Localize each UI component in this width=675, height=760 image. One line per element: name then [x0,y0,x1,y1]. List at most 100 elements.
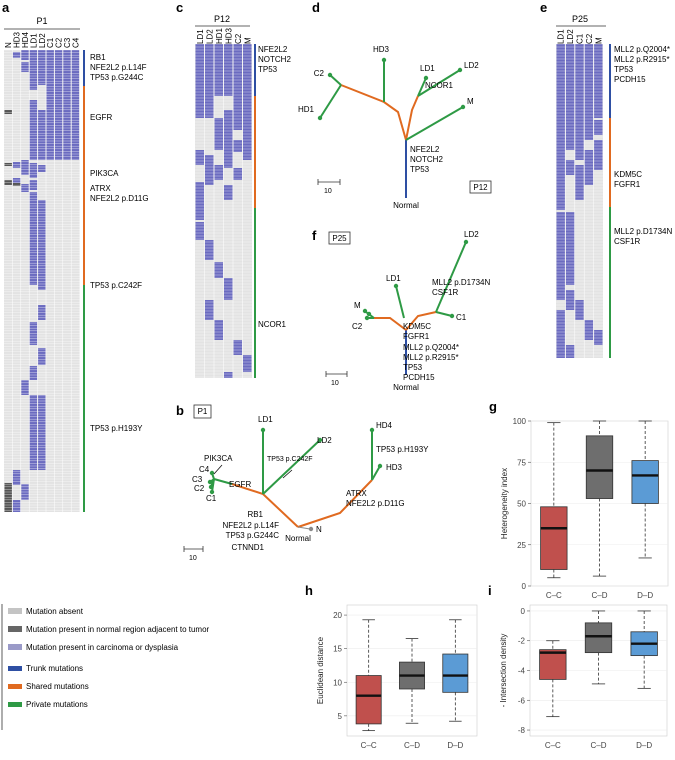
panel-f-node-c2 [364,315,370,321]
c-column-label-m: M [243,37,252,44]
g-box-cd [585,435,614,499]
e-heatmap-cell [594,44,603,118]
a-heatmap-cell [46,50,54,160]
h-y-tick-label: 20 [333,611,342,620]
panel-b-shared-branch-right [297,479,373,528]
panel-f-label-fgfr1: FGFR1 [403,332,430,341]
legend-label-shared: Shared mutations [26,682,89,691]
panel-b-node-c3 [207,479,213,485]
a-heatmap-cell [12,470,21,485]
panel-d-patient-box [469,180,492,194]
panel-f-node-ld1 [393,283,399,289]
a-column-label-c2: C2 [55,37,64,48]
panel-e-note-kdm5c: KDM5C [614,170,642,179]
e-heatmap-cell [584,150,594,185]
legend-label-private: Private mutations [26,700,88,709]
a-column-label-ld1: LD1 [29,33,38,48]
panel-d-label-m: M [467,97,474,106]
panel-b-label-normal: Normal [285,534,311,543]
a-heatmap-cell [29,100,38,160]
a-column-label-hd4: HD4 [21,31,30,48]
h-x-tick-label-cc: C–C [361,741,377,750]
panel-d-node-hd3 [381,57,387,63]
a-heatmap-cell [4,110,12,114]
c-heatmap-cell [233,168,242,180]
panel-f-shared-branch-right [405,311,437,331]
panel-f-label-mll2-r2915: MLL2 p.R2915* [403,353,459,362]
panel-b-patient-label: P1 [198,407,208,416]
e-heatmap-cell [584,44,594,118]
panel-e-note-mll2-r2915: MLL2 p.R2915* [614,55,670,64]
panel-e-column-labels: LD1 LD2 C1 C2 M [557,29,604,44]
a-heatmap-cell [63,50,71,160]
panel-f-patient-box [328,231,351,245]
c-column-label-hd3: HD3 [224,27,233,44]
panel-b-node-c4 [209,470,215,476]
e-heatmap-cell [594,330,603,345]
panel-a-note-pik3ca: PIK3CA [90,169,119,178]
legend-swatch-absent [8,608,22,614]
panel-b-node-c1 [209,489,215,495]
panel-c-heatmap [195,43,252,378]
c-heatmap-cell [205,240,214,260]
c-column-label-ld2: LD2 [205,29,214,44]
panel-d-node-hd1 [317,115,323,121]
a-heatmap-cell [29,180,38,190]
c-column-label-c2: C2 [234,33,243,44]
panel-c-patient-label: P12 [214,14,230,24]
h-x-tick-label-dd: D–D [447,741,463,750]
panel-b-label-tp53-h193y: TP53 p.H193Y [376,445,429,454]
boxplot-g-heterogeneity: 0 25 50 75 100 C–C C–D D–D Heterogeneity index g [489,399,669,600]
a-heatmap-cell [38,165,46,172]
boxplot-h-euclidean: 5 10 15 20 C–C C–D D–D Euclidean distance h [305,583,478,750]
i-y-tick-label: -6 [518,696,526,705]
c-column-label-ld1: LD1 [196,29,205,44]
a-heatmap-cell [54,50,63,160]
panel-letter-i: i [488,583,492,598]
panel-e: e P25 LD1 LD2 C1 C2 M MLL2 p.Q2004* MLL2 p.R… [540,0,672,358]
panel-b-label-egfr: EGFR [229,480,251,489]
panel-e-note-mll2-q2004: MLL2 p.Q2004* [614,45,670,54]
c-column-label-hd1: HD1 [215,27,224,44]
panel-b-branch-ld2 [262,439,321,495]
legend-swatch-carcinoma [8,644,22,650]
panel-letter-e: e [540,0,547,15]
e-heatmap-cell [575,44,584,118]
a-column-label-hd3: HD3 [13,31,22,48]
a-column-label-c4: C4 [71,37,80,48]
panel-f: f P25 LD2 LD1 M C2 C1 MLL2 p.D1734N CSF1… [312,228,490,392]
panel-a-note-nfe2l2-d11g: NFE2L2 p.D11G [90,194,149,203]
c-heatmap-cell [195,222,204,240]
panel-e-note-tp53: TP53 [614,65,634,74]
panel-b-label-c2: C2 [194,484,205,493]
h-y-axis-label: Euclidean distance [316,636,325,704]
c-heatmap-cell [195,182,204,210]
panel-a-note-tp53-g244c: TP53 p.G244C [90,73,144,82]
e-column-label-c2: C2 [585,33,594,44]
panel-b-label-c1: C1 [206,494,217,503]
c-heatmap-cell [224,44,233,96]
panel-f-label-normal: Normal [393,383,419,392]
panel-b-label-rb1: RB1 [247,510,263,519]
panel-f-branch-c1 [435,311,453,317]
a-heatmap-cell [71,50,80,160]
i-y-axis-label: - Intersection density [499,634,508,708]
c-heatmap-cell [214,165,223,180]
a-heatmap-cell [21,50,29,60]
panel-b-label-nfe2l2-d11g: NFE2L2 p.D11G [346,499,405,508]
i-x-tick-label-dd: D–D [636,741,652,750]
c-heatmap-cell [214,320,223,340]
panel-f-branch-ld2 [435,241,467,313]
panel-letter-g: g [489,399,497,414]
a-heatmap-cell [29,192,38,285]
panel-d-node-ld2 [457,67,463,73]
i-y-tick-label: 0 [521,607,526,616]
c-heatmap-cell [224,372,233,378]
e-heatmap-cell [565,44,575,118]
panel-d-node-ld1 [423,75,429,81]
h-y-tick-label: 5 [338,712,343,721]
a-column-label-ld2: LD2 [38,33,47,48]
panel-e-note-csf1r: CSF1R [614,237,640,246]
panel-f-label-mll2-d1734n: MLL2 p.D1734N [432,278,490,287]
legend-swatch-private [8,702,22,707]
